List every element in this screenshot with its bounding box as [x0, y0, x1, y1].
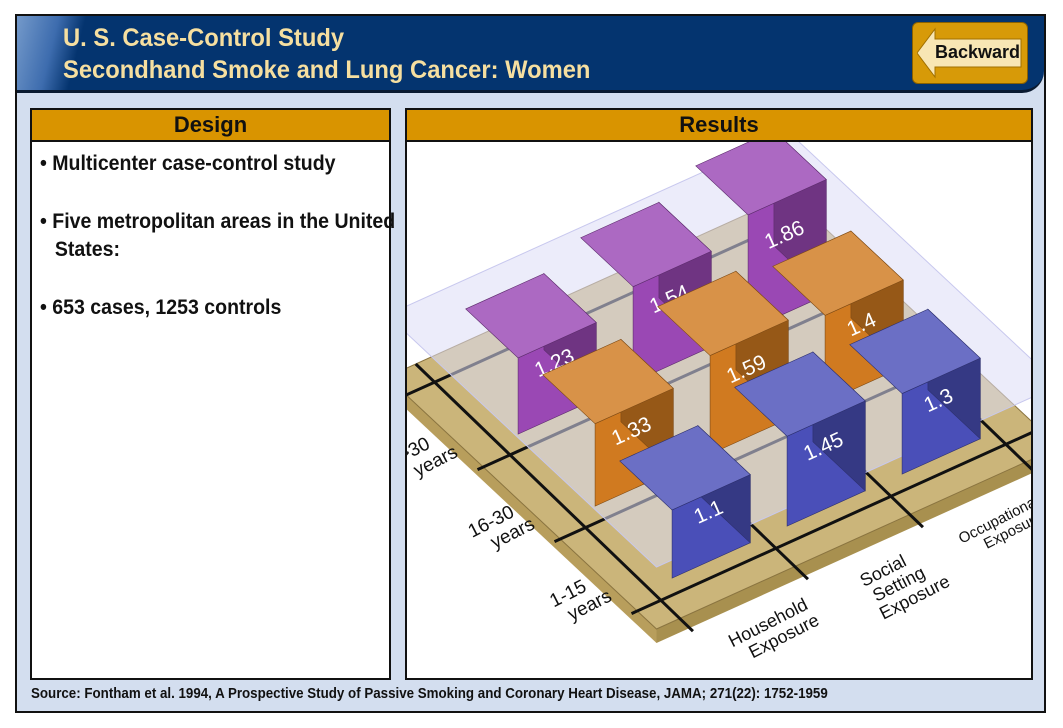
- bar-top-face: [580, 202, 712, 288]
- header: U. S. Case-Control Study Secondhand Smok…: [17, 16, 1044, 93]
- grid-line: [630, 427, 1041, 615]
- bar-2-2: 1.3: [849, 308, 981, 475]
- board-edge: [387, 377, 657, 643]
- results-heading: Results: [407, 110, 1031, 142]
- column-label: SocialSettingExposure: [857, 537, 953, 624]
- source-citation: Source: Fontham et al. 1994, A Prospecti…: [31, 686, 828, 702]
- bullet-item: • Five metropolitan areas in the United …: [40, 210, 396, 261]
- backward-button[interactable]: Backward: [912, 22, 1028, 84]
- bar-top-face: [619, 425, 751, 511]
- slide: U. S. Case-Control Study Secondhand Smok…: [15, 14, 1060, 713]
- grid-line: [414, 362, 694, 633]
- bar-top-face: [695, 130, 827, 216]
- design-panel: Design • Multicenter case-control study …: [30, 108, 395, 680]
- title-line2: Secondhand Smoke and Lung Cancer: Women: [63, 56, 591, 84]
- bar-2-1: 1.45: [734, 351, 866, 527]
- results-panel: Results 1.23 1.54 1.86 1.33 1.59 1.4 1.1 1.45 1.…: [386, 108, 1060, 680]
- backward-label: Backward: [935, 42, 1021, 62]
- bar-2-0: 1.1: [619, 424, 751, 579]
- bullet-item: • 653 cases, 1253 controls: [40, 296, 282, 319]
- bar3d-chart: 1.231.541.861.331.591.41.11.451.3>30year…: [386, 129, 1060, 662]
- bar-top-face: [772, 230, 904, 316]
- board-edge: [656, 447, 1059, 643]
- bar-top-face: [734, 351, 866, 437]
- bar-top-face: [465, 273, 597, 359]
- design-heading: Design: [32, 110, 389, 142]
- bullet-item: • Multicenter case-control study: [40, 152, 336, 175]
- bar-top-face: [657, 270, 789, 356]
- bar-top-face: [542, 339, 674, 425]
- title-line1: U. S. Case-Control Study: [63, 24, 345, 52]
- bar-top-face: [849, 308, 981, 394]
- arrow-left-icon: [917, 27, 1022, 79]
- column-label: OccupationalExposure: [956, 493, 1031, 562]
